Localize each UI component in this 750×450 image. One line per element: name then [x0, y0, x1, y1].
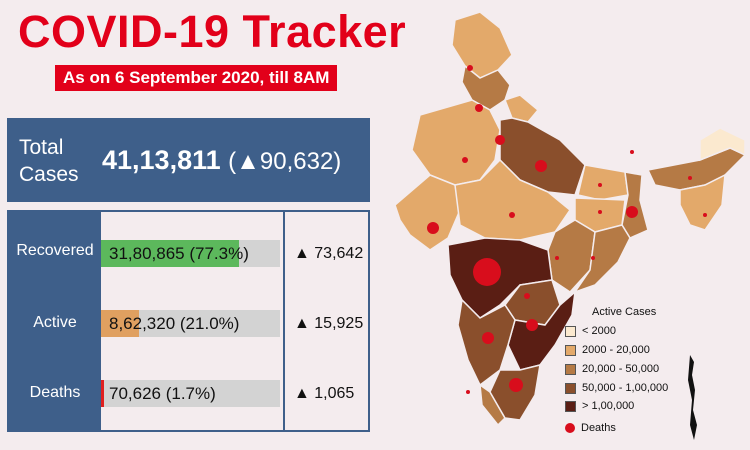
death-marker: [630, 150, 634, 154]
death-marker: [555, 256, 559, 260]
india-map: [394, 11, 747, 440]
case-breakdown-panel: Recovered Active Deaths 31,80,865 (77.3%…: [7, 210, 370, 432]
legend-label-2: 2000 - 20,000: [582, 344, 650, 356]
legend-label-4: 50,000 - 1,00,000: [582, 382, 669, 394]
death-marker: [703, 213, 707, 217]
category-label-column: Recovered Active Deaths: [9, 212, 101, 430]
active-delta: ▲ 15,925: [294, 315, 364, 332]
state-madhya-pradesh: [454, 158, 572, 241]
state-kerala: [479, 383, 506, 427]
category-label-active: Active: [33, 314, 77, 331]
death-marker: [475, 104, 483, 112]
death-marker: [495, 135, 505, 145]
legend-item-5: > 1,00,000: [565, 400, 634, 414]
state-gujarat: [394, 174, 461, 251]
state-north-east: [679, 173, 726, 231]
total-cases-label: Total Cases: [19, 136, 79, 186]
total-cases-panel: Total Cases 41,13,811 (▲90,632): [7, 118, 370, 202]
death-marker: [598, 210, 602, 214]
active-bar-label: 8,62,320 (21.0%): [109, 314, 240, 333]
death-marker: [427, 222, 439, 234]
legend-label-3: 20,000 - 50,000: [582, 363, 660, 375]
death-marker: [466, 390, 470, 394]
death-marker: [526, 319, 538, 331]
death-marker: [509, 378, 523, 392]
legend-swatch-4: [565, 382, 576, 394]
death-markers: [427, 65, 707, 394]
death-marker: [535, 160, 547, 172]
death-marker: [462, 157, 468, 163]
deaths-delta: ▲ 1,065: [294, 385, 355, 402]
state-bihar: [577, 164, 629, 201]
death-marker: [467, 65, 473, 71]
death-marker: [509, 212, 515, 218]
legend-swatch-1: [565, 325, 576, 337]
legend-item-4: 50,000 - 1,00,000: [565, 382, 668, 396]
legend-swatch-3: [565, 363, 576, 375]
andaman-islands: [688, 355, 697, 440]
legend-item-3: 20,000 - 50,000: [565, 363, 659, 377]
total-cases-delta: (▲90,632): [228, 148, 342, 175]
death-marker: [524, 293, 530, 299]
state-arunachal: [699, 127, 746, 162]
column-divider: [283, 212, 285, 430]
state-odisha: [573, 224, 631, 294]
recovered-delta: ▲ 73,642: [294, 245, 364, 262]
active-bar: [101, 310, 139, 337]
category-label-recovered: Recovered: [16, 242, 94, 259]
legend-title: Active Cases: [592, 306, 657, 318]
legend-item-2: 2000 - 20,000: [565, 344, 650, 358]
state-tamil-nadu: [489, 363, 541, 421]
page-subtitle: As on 6 September 2020, till 8AM: [55, 65, 338, 91]
deaths-bar-label: 70,626 (1.7%): [109, 384, 216, 403]
state-jammu-kashmir: [451, 11, 513, 79]
recovered-bar: [101, 240, 240, 267]
deaths-bar: [101, 380, 105, 407]
death-marker: [598, 183, 602, 187]
legend-swatch-2: [565, 344, 576, 356]
total-cases-value: 41,13,811: [102, 145, 221, 175]
legend-item-1: < 2000: [565, 325, 616, 339]
deaths-dot-icon: [565, 423, 575, 434]
state-uttarakhand: [504, 94, 540, 123]
state-west-bengal: [621, 171, 649, 239]
death-marker: [626, 206, 638, 218]
recovered-bar-label: 31,80,865 (77.3%): [109, 244, 249, 263]
death-marker: [473, 258, 501, 286]
legend-swatch-5: [565, 400, 576, 412]
death-marker: [591, 256, 595, 260]
legend-label-5: > 1,00,000: [582, 400, 635, 412]
total-cases-value-line: 41,13,811 (▲90,632): [102, 145, 341, 176]
legend-label-1: < 2000: [582, 325, 616, 337]
deaths-bar-track: 70,626 (1.7%): [101, 380, 280, 407]
category-label-deaths: Deaths: [29, 384, 81, 401]
state-assam: [646, 147, 747, 191]
active-bar-track: 8,62,320 (21.0%): [101, 310, 280, 337]
death-marker: [482, 332, 494, 344]
page-title: COVID-19 Tracker: [18, 6, 407, 57]
legend-deaths: Deaths: [565, 422, 616, 434]
recovered-bar-track: 31,80,865 (77.3%): [101, 240, 280, 267]
legend-deaths-label: Deaths: [581, 422, 616, 434]
death-marker: [688, 176, 692, 180]
